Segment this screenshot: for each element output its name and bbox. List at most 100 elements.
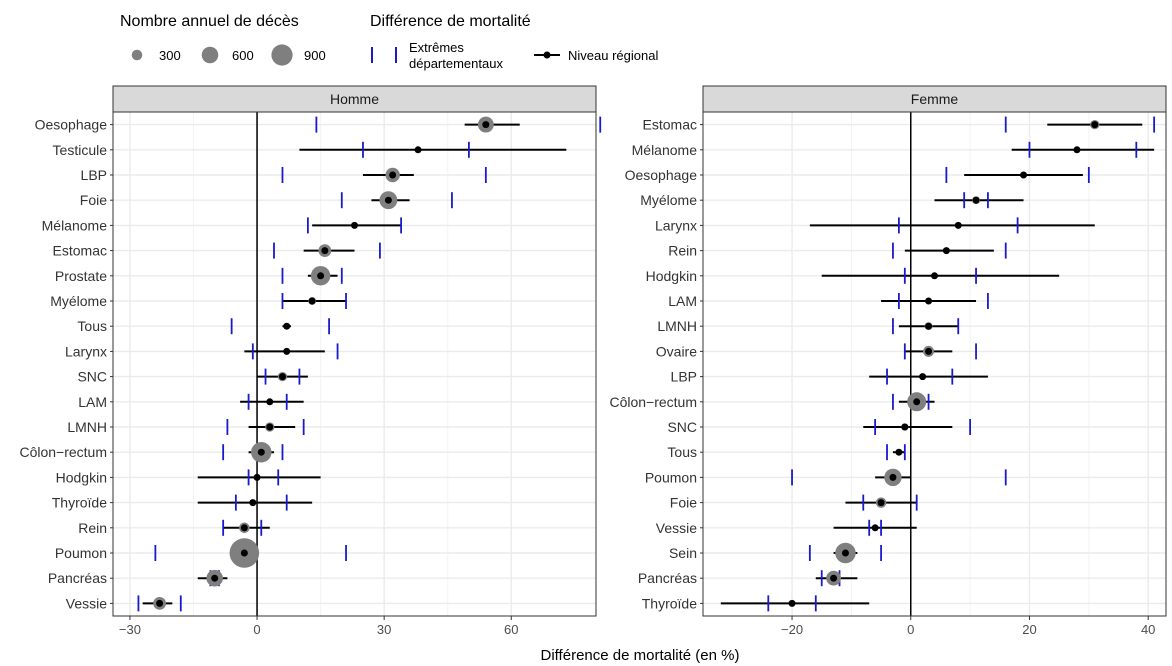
femme-melanome-label: Mélanome xyxy=(632,142,698,158)
femme-tous-label: Tous xyxy=(667,444,697,460)
homme-hodgkin-label: Hodgkin xyxy=(56,469,107,485)
femme-oesophage-label: Oesophage xyxy=(625,167,698,183)
size-legend-circle-300 xyxy=(131,49,143,61)
femme-sein-point xyxy=(841,549,849,557)
homme-strip-label: Homme xyxy=(330,91,379,107)
homme-vessie-point xyxy=(156,599,164,607)
legend-regional-dot xyxy=(543,51,551,59)
femme-myelome-point xyxy=(972,196,980,204)
homme-lbp-point xyxy=(389,171,397,179)
homme-snc-label: SNC xyxy=(77,369,107,385)
homme-rein-point xyxy=(240,524,248,532)
femme-estomac-point xyxy=(1091,121,1099,129)
femme-foie-label: Foie xyxy=(670,495,697,511)
homme-lam-label: LAM xyxy=(78,394,107,410)
homme-panel-border xyxy=(112,111,597,617)
homme-lmnh-label: LMNH xyxy=(67,419,107,435)
homme-myelome-label: Myélome xyxy=(50,293,107,309)
homme-foie-label: Foie xyxy=(80,192,107,208)
homme-testicule-point xyxy=(414,146,422,154)
femme-lam-label: LAM xyxy=(668,293,697,309)
femme-lmnh-point xyxy=(925,322,933,330)
femme-larynx-point xyxy=(954,221,962,229)
femme-xtick-label-3: 40 xyxy=(1141,622,1155,637)
femme-vessie-label: Vessie xyxy=(656,520,697,536)
femme-larynx-label: Larynx xyxy=(655,217,697,233)
legend-extremes-label-line1: Extrêmes xyxy=(409,40,464,55)
homme-lmnh-point xyxy=(266,423,274,431)
homme-xtick-label-3: 60 xyxy=(504,622,518,637)
homme-myelome-point xyxy=(308,297,316,305)
femme-melanome-point xyxy=(1073,146,1081,154)
homme-strip xyxy=(112,85,597,113)
size-legend-circle-600 xyxy=(201,46,219,64)
femme-xtick-label-0: −20 xyxy=(781,622,803,637)
femme-rein-label: Rein xyxy=(668,243,697,259)
femme-pancreas-label: Pancréas xyxy=(638,570,697,586)
homme-foie-point xyxy=(384,196,392,204)
femme-panel-border xyxy=(702,111,1167,617)
homme-larynx-label: Larynx xyxy=(65,343,107,359)
size-legend-circle-900 xyxy=(271,44,293,66)
homme-pancreas-label: Pancréas xyxy=(48,570,107,586)
homme-prostate-point xyxy=(317,272,325,280)
homme-oesophage-label: Oesophage xyxy=(35,117,108,133)
femme-ovaire-label: Ovaire xyxy=(656,343,697,359)
homme-xtick-label-0: −30 xyxy=(119,622,141,637)
femme-hodgkin-label: Hodgkin xyxy=(646,268,697,284)
x-axis-label: Différence de mortalité (en %) xyxy=(541,647,740,664)
panel-homme: Homme Oesophage Testicule LBP Foie Mélanome Es… xyxy=(19,85,602,637)
homme-estomac-label: Estomac xyxy=(53,243,107,259)
legend-size-title: Nombre annuel de décès xyxy=(120,13,299,30)
size-legend-label-900: 900 xyxy=(304,48,326,63)
homme-lbp-label: LBP xyxy=(81,167,107,183)
femme-xtick-label-1: 0 xyxy=(907,622,914,637)
femme-pancreas-point xyxy=(830,574,838,582)
homme-lam-point xyxy=(266,398,274,406)
homme-estomac-point xyxy=(321,247,329,255)
femme-thyroide-label: Thyroïde xyxy=(642,595,697,611)
homme-poumon-label: Poumon xyxy=(55,545,107,561)
homme-xtick-label-2: 30 xyxy=(377,622,391,637)
femme-colon-rectum-point xyxy=(913,398,921,406)
femme-vessie-point xyxy=(871,524,879,532)
femme-tous-point xyxy=(895,448,903,456)
homme-tous-point xyxy=(283,322,291,330)
size-legend-items: 300 600 900 xyxy=(131,44,326,66)
femme-snc-point xyxy=(901,423,909,431)
homme-tous-label: Tous xyxy=(77,318,107,334)
femme-strip xyxy=(702,85,1167,113)
homme-oesophage-point xyxy=(482,121,490,129)
femme-thyroide-point xyxy=(788,599,796,607)
femme-myelome-label: Myélome xyxy=(640,192,697,208)
homme-melanome-point xyxy=(351,221,358,229)
homme-thyroide-label: Thyroïde xyxy=(52,495,107,511)
legend: Nombre annuel de décès 300 600 900 Différe… xyxy=(120,13,658,71)
homme-poumon-point xyxy=(240,549,248,557)
femme-lam-point xyxy=(925,297,933,305)
homme-pancreas-point xyxy=(211,574,219,582)
femme-xtick-label-2: 20 xyxy=(1022,622,1036,637)
homme-xtick-label-1: 0 xyxy=(253,622,260,637)
femme-estomac-label: Estomac xyxy=(643,117,697,133)
homme-snc-point xyxy=(278,373,286,381)
panel-femme: Femme Estomac Mélanome Oesophage Myélome Lary… xyxy=(609,85,1167,637)
homme-prostate-label: Prostate xyxy=(55,268,107,284)
femme-lbp-label: LBP xyxy=(671,369,697,385)
homme-colon-rectum-point xyxy=(257,448,265,456)
legend-extremes-label-line2: départementaux xyxy=(409,56,503,71)
homme-testicule-label: Testicule xyxy=(53,142,108,158)
femme-poumon-label: Poumon xyxy=(645,469,697,485)
femme-strip-label: Femme xyxy=(911,91,959,107)
homme-thyroide-point xyxy=(249,499,257,507)
homme-vessie-label: Vessie xyxy=(66,595,107,611)
homme-rein-label: Rein xyxy=(78,520,107,536)
femme-hodgkin-point xyxy=(931,272,938,280)
femme-rein-point xyxy=(942,247,950,255)
size-legend-label-300: 300 xyxy=(159,48,181,63)
femme-lmnh-label: LMNH xyxy=(657,318,697,334)
legend-extremes-key xyxy=(371,47,397,63)
femme-poumon-point xyxy=(889,473,897,481)
homme-colon-rectum-label: Côlon−rectum xyxy=(19,444,107,460)
